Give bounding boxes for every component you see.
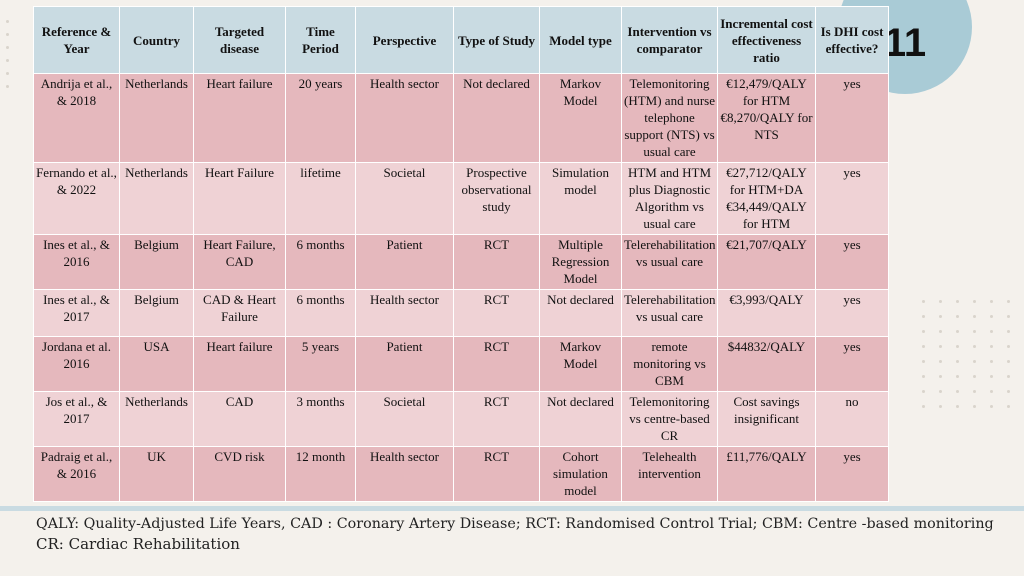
- cell-disease: Heart failure: [193, 336, 286, 392]
- cell-study-type: RCT: [453, 336, 540, 392]
- header-country: Country: [119, 6, 194, 74]
- table-row: Fernando et al., & 2022 Netherlands Hear…: [33, 162, 889, 235]
- cell-icer: £11,776/QALY: [717, 446, 816, 502]
- cell-intervention: Telemonitoring vs centre-based CR: [621, 391, 718, 447]
- cell-perspective: Health sector: [355, 73, 454, 163]
- cell-icer: $44832/QALY: [717, 336, 816, 392]
- header-time-period: Time Period: [285, 6, 356, 74]
- cell-cost-effective: yes: [815, 234, 889, 290]
- header-targeted-disease: Targeted disease: [193, 6, 286, 74]
- cell-icer: €27,712/QALY for HTM+DA €34,449/QALY for…: [717, 162, 816, 235]
- cell-time-period: lifetime: [285, 162, 356, 235]
- cell-reference: Andrija et al., & 2018: [33, 73, 120, 163]
- cell-time-period: 20 years: [285, 73, 356, 163]
- cell-disease: Heart failure: [193, 73, 286, 163]
- cell-perspective: Patient: [355, 336, 454, 392]
- cell-perspective: Societal: [355, 162, 454, 235]
- cell-study-type: RCT: [453, 234, 540, 290]
- footnote-line-2: CR: Cardiac Rehabilitation: [36, 535, 240, 553]
- cell-country: Netherlands: [119, 391, 194, 447]
- cell-reference: Fernando et al., & 2022: [33, 162, 120, 235]
- cell-time-period: 5 years: [285, 336, 356, 392]
- cell-icer: €12,479/QALY for HTM €8,270/QALY for NTS: [717, 73, 816, 163]
- cell-model-type: Not declared: [539, 289, 622, 337]
- cell-study-type: Prospective observational study: [453, 162, 540, 235]
- cell-cost-effective: yes: [815, 162, 889, 235]
- cell-disease: Heart Failure, CAD: [193, 234, 286, 290]
- studies-table-container: Reference & Year Country Targeted diseas…: [33, 6, 889, 502]
- cell-reference: Jordana et al. 2016: [33, 336, 120, 392]
- header-model-type: Model type: [539, 6, 622, 74]
- decorative-dots-right: [922, 300, 1010, 408]
- table-row: Padraig et al., & 2016 UK CVD risk 12 mo…: [33, 446, 889, 502]
- cell-time-period: 3 months: [285, 391, 356, 447]
- footer-divider: [0, 506, 1024, 511]
- cell-reference: Ines et al., & 2017: [33, 289, 120, 337]
- cell-icer: Cost savings insignificant: [717, 391, 816, 447]
- cell-perspective: Patient: [355, 234, 454, 290]
- cell-model-type: Simulation model: [539, 162, 622, 235]
- cell-reference: Ines et al., & 2016: [33, 234, 120, 290]
- cell-disease: Heart Failure: [193, 162, 286, 235]
- slide-number: 11: [883, 21, 927, 65]
- cell-model-type: Not declared: [539, 391, 622, 447]
- cell-perspective: Health sector: [355, 289, 454, 337]
- abbreviations-footnote: QALY: Quality-Adjusted Life Years, CAD :…: [36, 514, 996, 554]
- cell-country: Netherlands: [119, 73, 194, 163]
- cell-time-period: 6 months: [285, 289, 356, 337]
- cell-country: Netherlands: [119, 162, 194, 235]
- cell-cost-effective: yes: [815, 73, 889, 163]
- cell-country: Belgium: [119, 234, 194, 290]
- cell-country: UK: [119, 446, 194, 502]
- cell-time-period: 12 month: [285, 446, 356, 502]
- cell-reference: Jos et al., & 2017: [33, 391, 120, 447]
- cell-cost-effective: yes: [815, 446, 889, 502]
- cell-disease: CVD risk: [193, 446, 286, 502]
- cell-intervention: Telemonitoring (HTM) and nurse telephone…: [621, 73, 718, 163]
- cell-cost-effective: no: [815, 391, 889, 447]
- cell-disease: CAD & Heart Failure: [193, 289, 286, 337]
- cell-icer: €3,993/QALY: [717, 289, 816, 337]
- cell-cost-effective: yes: [815, 289, 889, 337]
- cell-study-type: RCT: [453, 289, 540, 337]
- footnote-line-1: QALY: Quality-Adjusted Life Years, CAD :…: [36, 516, 994, 532]
- table-header-row: Reference & Year Country Targeted diseas…: [33, 6, 889, 74]
- header-icer: Incremental cost effectiveness ratio: [717, 6, 816, 74]
- cell-intervention: Telerehabilitation vs usual care: [621, 289, 718, 337]
- table-row: Jordana et al. 2016 USA Heart failure 5 …: [33, 336, 889, 392]
- cell-model-type: Multiple Regression Model: [539, 234, 622, 290]
- cell-time-period: 6 months: [285, 234, 356, 290]
- header-perspective: Perspective: [355, 6, 454, 74]
- studies-table: Reference & Year Country Targeted diseas…: [33, 6, 889, 502]
- cell-cost-effective: yes: [815, 336, 889, 392]
- cell-study-type: RCT: [453, 391, 540, 447]
- cell-intervention: HTM and HTM plus Diagnostic Algorithm vs…: [621, 162, 718, 235]
- cell-model-type: Markov Model: [539, 73, 622, 163]
- table-row: Andrija et al., & 2018 Netherlands Heart…: [33, 73, 889, 163]
- cell-reference: Padraig et al., & 2016: [33, 446, 120, 502]
- cell-intervention: remote monitoring vs CBM: [621, 336, 718, 392]
- cell-intervention: Telerehabilitation vs usual care: [621, 234, 718, 290]
- header-type-of-study: Type of Study: [453, 6, 540, 74]
- header-cost-effective: Is DHI cost effective?: [815, 6, 889, 74]
- cell-perspective: Health sector: [355, 446, 454, 502]
- table-row: Jos et al., & 2017 Netherlands CAD 3 mon…: [33, 391, 889, 447]
- cell-model-type: Markov Model: [539, 336, 622, 392]
- decorative-dots-left: [6, 20, 9, 88]
- header-reference: Reference & Year: [33, 6, 120, 74]
- header-intervention: Intervention vs comparator: [621, 6, 718, 74]
- cell-country: Belgium: [119, 289, 194, 337]
- cell-perspective: Societal: [355, 391, 454, 447]
- table-row: Ines et al., & 2016 Belgium Heart Failur…: [33, 234, 889, 290]
- cell-model-type: Cohort simulation model: [539, 446, 622, 502]
- cell-intervention: Telehealth intervention: [621, 446, 718, 502]
- cell-study-type: Not declared: [453, 73, 540, 163]
- table-row: Ines et al., & 2017 Belgium CAD & Heart …: [33, 289, 889, 337]
- cell-disease: CAD: [193, 391, 286, 447]
- cell-icer: €21,707/QALY: [717, 234, 816, 290]
- cell-study-type: RCT: [453, 446, 540, 502]
- cell-country: USA: [119, 336, 194, 392]
